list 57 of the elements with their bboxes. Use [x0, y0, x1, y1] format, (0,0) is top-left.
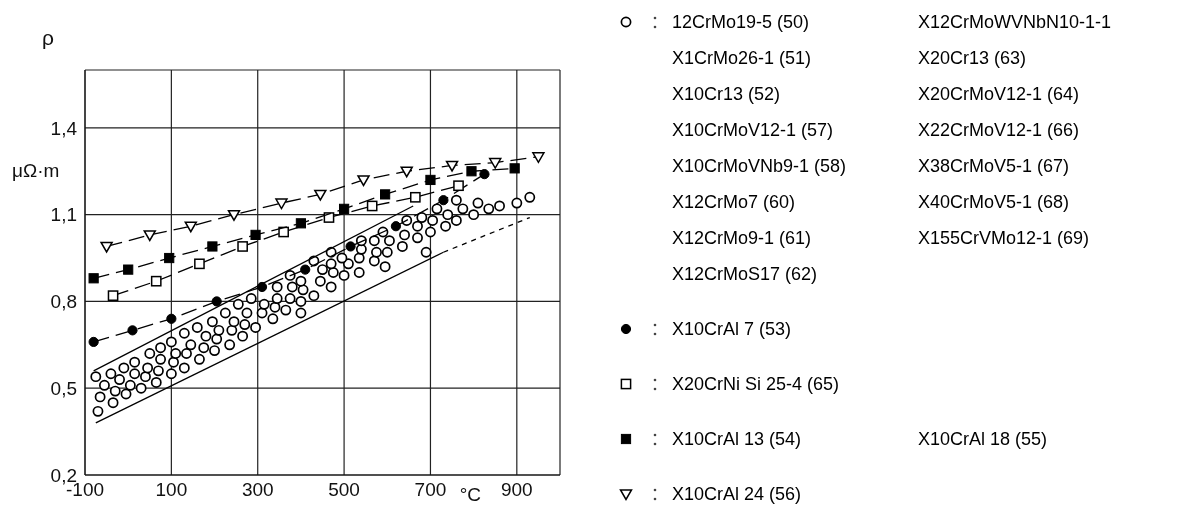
point [164, 252, 175, 264]
point [509, 163, 520, 174]
point [479, 169, 490, 180]
point [143, 230, 157, 242]
point [275, 198, 288, 210]
y-tick-label: 1,1 [50, 204, 77, 226]
point [123, 264, 134, 275]
x-tick-label: 100 [155, 479, 188, 501]
point [488, 157, 502, 169]
legend-label: X20CrNi Si 25-4 (65) [672, 373, 841, 396]
point [88, 336, 99, 348]
point [323, 212, 335, 223]
point [532, 152, 545, 164]
point [400, 166, 413, 178]
point [211, 296, 222, 307]
point [466, 166, 477, 177]
point [380, 189, 391, 200]
point [345, 241, 356, 252]
point [300, 264, 311, 275]
point [237, 241, 248, 252]
x-tick-label: 500 [328, 479, 360, 501]
point [107, 290, 119, 301]
x-axis-title: °C [459, 484, 481, 506]
point [250, 229, 261, 240]
point [357, 175, 370, 187]
point [338, 203, 350, 214]
point [256, 281, 268, 293]
point [390, 221, 402, 232]
point [88, 273, 99, 284]
text: X10CrAl 13 (54) X10CrAl 18 (55) [672, 429, 1048, 449]
point [184, 221, 198, 233]
point [166, 313, 177, 324]
text: 12CrMo19-5 (50) X1CrMo26-1 (51) X10Cr13 (52) X10CrMoV12-1 (57) X10CrMoVNb9-1 (58) X12CrMo7 (60) X12CrMo9-1 (61) X12CrMoS17 (62) X12CrMoWVNbN10-1-1 X20Cr13 (63) X20CrMoV12-1 (64) X22CrMoV12-1 (66) X38CrMoV5-1 (67) X40CrMoV5-1 (68) X155CrVMo12-1 (69) [672, 12, 1112, 284]
y-tick-label: 0,5 [50, 377, 77, 399]
y-tick-label: 0,8 [50, 291, 77, 313]
x-tick-label: 700 [414, 479, 447, 501]
point [207, 241, 218, 252]
point [227, 209, 241, 221]
text: μΩ·m [12, 159, 60, 184]
point [438, 195, 449, 206]
x-tick-label: 900 [500, 479, 533, 501]
point [295, 218, 307, 229]
point [445, 160, 459, 172]
point [127, 325, 138, 336]
point [194, 258, 205, 270]
y-tick-label: 1,4 [50, 117, 78, 139]
y-axis-title: ρ [42, 26, 54, 50]
point [100, 241, 113, 253]
legend-label: X10CrAl 24 (56) [672, 483, 803, 506]
point [366, 200, 378, 212]
point [409, 191, 421, 203]
point [453, 180, 464, 192]
x-tick-label: 300 [241, 479, 274, 501]
point [314, 189, 327, 201]
point [150, 275, 162, 287]
point [425, 174, 436, 186]
legend-label: X10CrAl 7 (53) [672, 318, 793, 341]
